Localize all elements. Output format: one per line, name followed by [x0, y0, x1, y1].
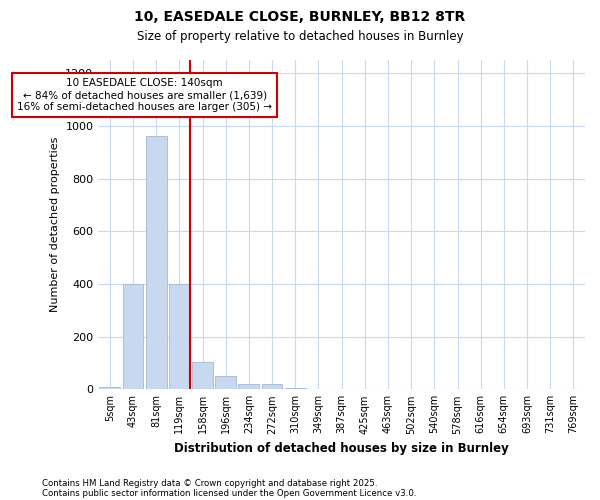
- Bar: [215, 376, 236, 390]
- Text: 10, EASEDALE CLOSE, BURNLEY, BB12 8TR: 10, EASEDALE CLOSE, BURNLEY, BB12 8TR: [134, 10, 466, 24]
- Bar: [285, 388, 305, 390]
- Text: 10 EASEDALE CLOSE: 140sqm
← 84% of detached houses are smaller (1,639)
16% of se: 10 EASEDALE CLOSE: 140sqm ← 84% of detac…: [17, 78, 272, 112]
- Text: Size of property relative to detached houses in Burnley: Size of property relative to detached ho…: [137, 30, 463, 43]
- Bar: [100, 386, 120, 390]
- Y-axis label: Number of detached properties: Number of detached properties: [50, 137, 59, 312]
- X-axis label: Distribution of detached houses by size in Burnley: Distribution of detached houses by size …: [174, 442, 509, 455]
- Bar: [192, 362, 213, 390]
- Text: Contains public sector information licensed under the Open Government Licence v3: Contains public sector information licen…: [42, 488, 416, 498]
- Bar: [169, 284, 190, 390]
- Bar: [238, 384, 259, 390]
- Bar: [122, 284, 143, 390]
- Bar: [262, 384, 283, 390]
- Text: Contains HM Land Registry data © Crown copyright and database right 2025.: Contains HM Land Registry data © Crown c…: [42, 478, 377, 488]
- Bar: [146, 136, 167, 390]
